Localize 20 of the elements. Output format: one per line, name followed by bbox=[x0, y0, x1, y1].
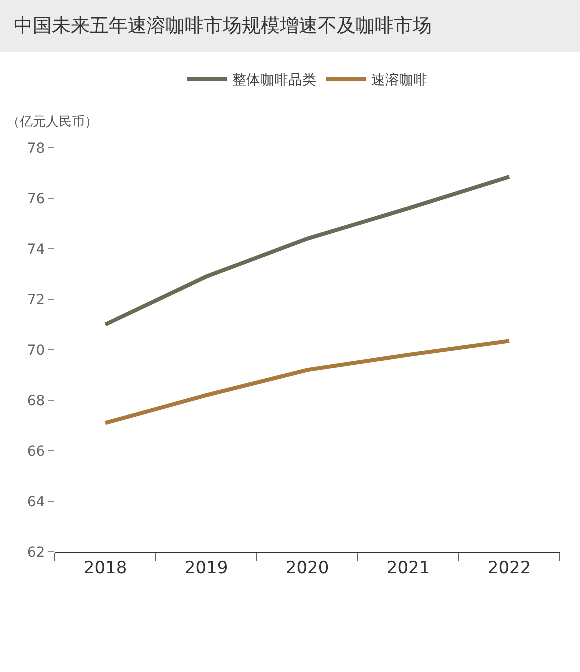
y-tick-label: 62 bbox=[27, 544, 46, 561]
x-tick-label: 2020 bbox=[286, 558, 330, 578]
y-tick-label: 74 bbox=[27, 242, 46, 258]
y-tick-label: 64 bbox=[27, 494, 46, 510]
line-series bbox=[104, 175, 512, 327]
legend-label: 整体咖啡品类 bbox=[232, 72, 316, 89]
y-tick-label: 76 bbox=[27, 191, 46, 208]
y-tick-label: 70 bbox=[27, 342, 46, 359]
y-axis-title: （亿元人民币） bbox=[7, 115, 98, 130]
x-tick-label: 2021 bbox=[386, 558, 430, 578]
y-tick-label: 66 bbox=[27, 444, 46, 460]
line-series bbox=[104, 339, 512, 426]
y-tick-label: 78 bbox=[27, 140, 46, 157]
y-tick-label: 72 bbox=[27, 292, 46, 308]
x-tick-label: 2022 bbox=[488, 558, 532, 578]
x-tick-label: 2018 bbox=[84, 558, 128, 578]
x-tick-label: 2019 bbox=[184, 558, 228, 578]
legend-label: 速溶咖啡 bbox=[372, 72, 428, 89]
chart-title: 中国未来五年速溶咖啡市场规模增速不及咖啡市场 bbox=[0, 0, 580, 52]
y-tick-label: 68 bbox=[27, 393, 46, 410]
